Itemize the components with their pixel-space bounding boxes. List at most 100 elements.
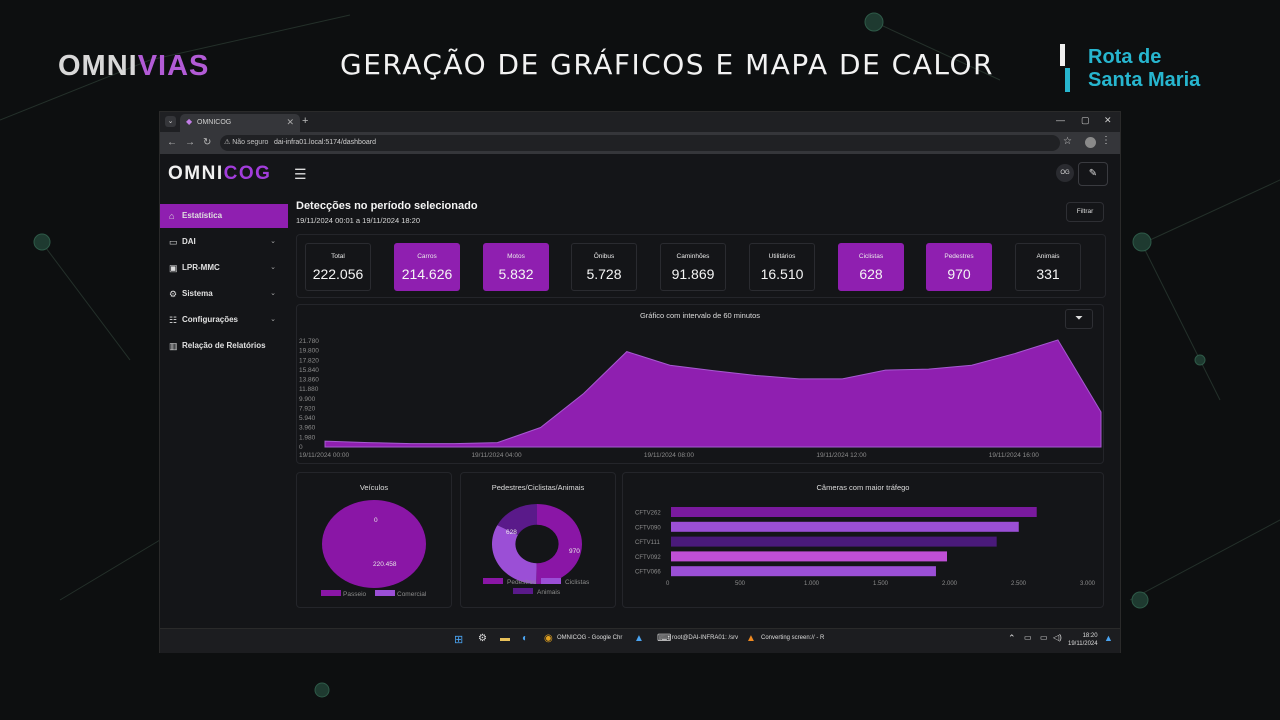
volume-icon[interactable]: ◁): [1053, 633, 1062, 642]
cameras-bar-panel: Câmeras com maior tráfego CFTV262 CFTV090…: [622, 472, 1104, 608]
donut-data-label: 628: [506, 529, 517, 536]
url-input[interactable]: ⚠ Não seguro dai-infra01.local:5174/dash…: [220, 135, 1060, 151]
browser-menu-icon[interactable]: ⋮: [1101, 135, 1111, 146]
kpi-card: Motos 5.832: [483, 243, 549, 291]
y-tick-label: 3.960: [299, 425, 316, 432]
edit-pencil-button[interactable]: ✎: [1078, 162, 1108, 186]
sidebar-item-configuracoes[interactable]: ☷ Configurações ⌄: [160, 308, 288, 332]
close-tab-icon[interactable]: ✕: [286, 117, 294, 127]
settings-icon[interactable]: ⚙: [478, 633, 487, 644]
kpi-card: Ciclistas 628: [838, 243, 904, 291]
tab-search-button[interactable]: ⌄: [165, 116, 176, 127]
sidebar-item-dai[interactable]: ▭ DAI ⌄: [160, 230, 288, 254]
vehicles-pie-chart: 0 220.458 Passeio Comercial: [321, 500, 427, 598]
legend-label: Pedestres: [507, 579, 537, 586]
date-range: 19/11/2024 00:01 a 19/11/2024 18:20: [296, 216, 421, 225]
sidebar-item-sistema[interactable]: ⚙ Sistema ⌄: [160, 282, 288, 306]
page-title: Detecções no período selecionado: [296, 200, 478, 212]
close-window-icon[interactable]: ✕: [1104, 115, 1112, 125]
photos-icon[interactable]: ▲: [634, 633, 644, 644]
legend-swatch: [375, 590, 395, 596]
network-icon[interactable]: ▭: [1024, 633, 1032, 642]
terminal-icon[interactable]: ⌨: [657, 633, 672, 644]
chrome-icon[interactable]: ◉: [544, 633, 553, 644]
sidebar-item-relacao-de-relatorios[interactable]: ▥ Relação de Relatórios: [160, 334, 288, 358]
reload-icon[interactable]: ↻: [203, 137, 212, 148]
maximize-icon[interactable]: ▢: [1081, 115, 1090, 125]
browser-window: ⌄ ◆ OMNICOG ✕ + — ▢ ✕ ← → ↻ ⚠ Não seguro…: [160, 112, 1120, 652]
sidebar-item-estatistica[interactable]: ⌂ Estatística: [160, 204, 288, 228]
kpi-card: Caminhões 91.869: [660, 243, 726, 291]
legend-label: Animais: [537, 589, 561, 596]
chevron-down-icon: ⌄: [270, 264, 276, 271]
sidebar-item-lpr-mmc[interactable]: ▣ LPR-MMC ⌄: [160, 256, 288, 280]
user-avatar[interactable]: OG: [1056, 164, 1074, 182]
vehicles-pie-title: Veículos: [359, 483, 389, 492]
legend-swatch: [513, 588, 533, 594]
y-tick-label: 0: [299, 444, 303, 451]
bar-cftv066: [671, 566, 936, 577]
x-tick-label: 19/11/2024 16:00: [989, 452, 1040, 459]
x-tick-label: 3.000: [1080, 581, 1096, 587]
x-tick-label: 2.000: [942, 581, 958, 587]
video-headline: GERAÇÃO DE GRÁFICOS E MAPA DE CALOR: [340, 48, 994, 81]
edge-icon[interactable]: ◐: [522, 633, 529, 644]
y-tick-label: 13.860: [299, 377, 319, 384]
minimize-icon[interactable]: —: [1056, 115, 1065, 125]
omnicog-app: OMNICOG ☰ OG ✎ ⌂ Estatística ▭ DAI ⌄ ▣ L…: [160, 154, 1120, 628]
area-series: [324, 339, 1102, 448]
taskbar-app-chrome[interactable]: OMNICOG - Google Chr: [557, 635, 623, 641]
x-tick-label: 0: [666, 581, 670, 587]
vlc-icon[interactable]: ▲: [746, 633, 756, 644]
y-tick-label: 19.800: [299, 348, 319, 355]
pedestrians-donut-title: Pedestres/Ciclistas/Animais: [491, 483, 585, 492]
browser-tab[interactable]: ◆ OMNICOG ✕: [180, 114, 300, 132]
filter-button[interactable]: Filtrar: [1066, 202, 1104, 222]
car-icon: ▣: [169, 263, 178, 273]
taskbar-app-terminal[interactable]: root@DAI-INFRA01: /srv: [672, 635, 739, 641]
donut-slice-ciclistas: [492, 525, 537, 584]
address-bar-row: ← → ↻ ⚠ Não seguro dai-infra01.local:517…: [160, 132, 1120, 154]
taskbar-app-vlc[interactable]: Converting screen:// - R: [761, 635, 825, 641]
x-tick-label: 2.500: [1011, 581, 1027, 587]
forward-icon[interactable]: →: [185, 137, 195, 148]
y-tick-label: 11.880: [299, 386, 319, 393]
menu-toggle-icon[interactable]: ☰: [294, 166, 307, 182]
area-chart: 21.780 19.800 17.820 15.840 13.860 11.880 9.90…: [299, 338, 1102, 459]
bar-category-label: CFTV090: [635, 525, 661, 531]
x-tick-label: 19/11/2024 00:00: [299, 452, 350, 459]
bar-cftv262: [671, 507, 1037, 517]
chart-filter-icon[interactable]: ⏷: [1065, 309, 1093, 329]
notifications-icon[interactable]: ▲: [1104, 633, 1113, 643]
browser-tab-bar: ⌄ ◆ OMNICOG ✕ + — ▢ ✕: [160, 112, 1120, 132]
pie-data-label: 220.458: [373, 561, 397, 568]
back-icon[interactable]: ←: [167, 137, 177, 148]
x-tick-label: 1.500: [873, 581, 889, 587]
y-tick-label: 5.940: [299, 415, 316, 422]
omnicog-logo: OMNICOG: [168, 163, 272, 184]
kpi-card: Utilitários 16.510: [749, 243, 815, 291]
file-explorer-icon[interactable]: ▬: [500, 633, 510, 644]
bookmark-star-icon[interactable]: ☆: [1063, 136, 1072, 147]
taskbar-clock[interactable]: 18:20 19/11/2024: [1068, 633, 1098, 647]
video-icon: ▭: [169, 237, 178, 247]
tray-chevron-icon[interactable]: ⌃: [1008, 633, 1016, 643]
legend-label: Comercial: [397, 591, 427, 598]
x-tick-label: 1.000: [804, 581, 820, 587]
chevron-down-icon: ⌄: [270, 238, 276, 245]
legend-swatch: [541, 578, 561, 584]
rota-mark-icon: [1060, 44, 1070, 92]
new-tab-button[interactable]: +: [302, 115, 309, 127]
kpi-row: Total 222.056 Carros 214.626 Motos 5.832 Ôn…: [296, 234, 1106, 298]
kpi-card: Animais 331: [1015, 243, 1081, 291]
bar-category-label: CFTV111: [635, 540, 660, 546]
y-tick-label: 9.900: [299, 396, 316, 403]
y-tick-label: 21.780: [299, 338, 319, 345]
profile-avatar[interactable]: [1085, 137, 1096, 148]
x-tick-label: 500: [735, 581, 746, 587]
windows-start-icon[interactable]: ⊞: [454, 634, 464, 646]
legend-label: Ciclistas: [565, 579, 590, 586]
kpi-card: Ônibus 5.728: [571, 243, 637, 291]
display-icon[interactable]: ▭: [1040, 633, 1048, 642]
kpi-card: Carros 214.626: [394, 243, 460, 291]
